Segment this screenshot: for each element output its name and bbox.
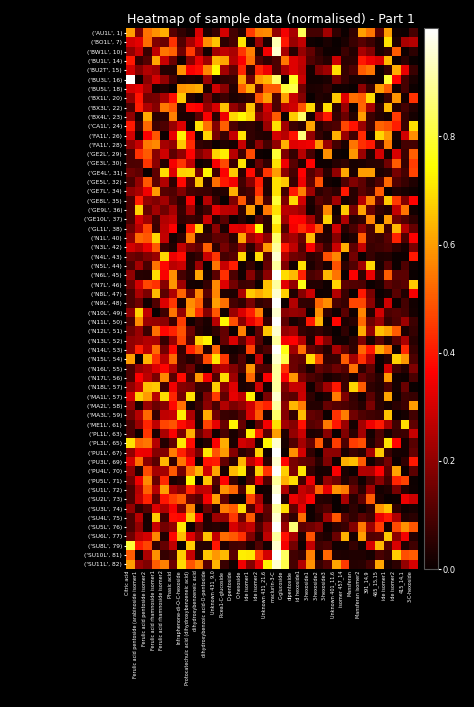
Title: Heatmap of sample data (normalised) - Part 1: Heatmap of sample data (normalised) - Pa… bbox=[128, 13, 415, 25]
